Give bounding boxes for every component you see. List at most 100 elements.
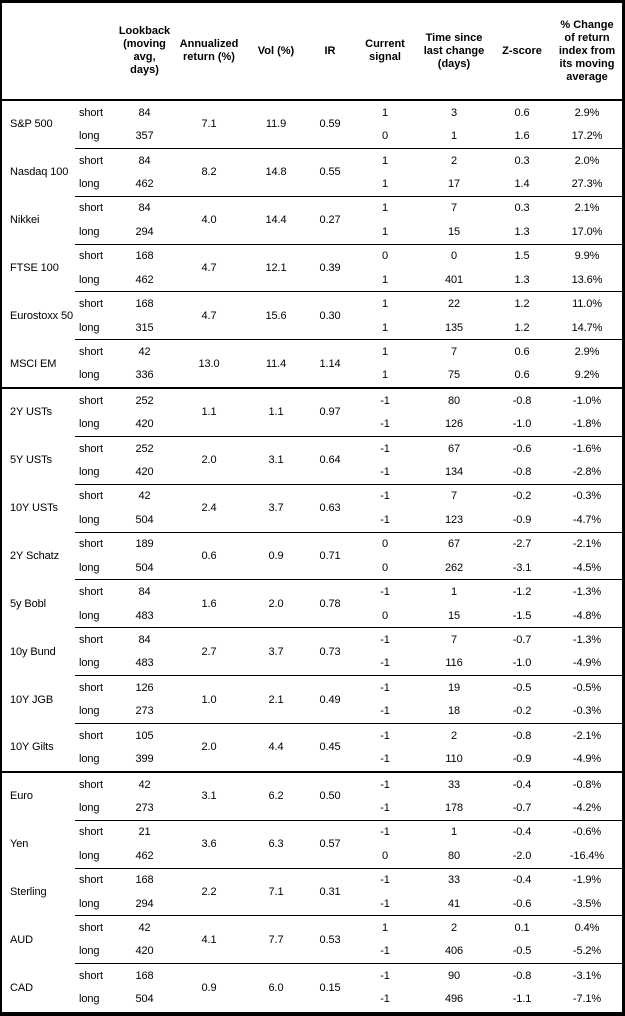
horizon-label: short <box>79 729 103 742</box>
horizon-label: long <box>79 705 100 718</box>
pct-change-value: 27.3% <box>571 177 603 190</box>
lookback-value: 273 <box>135 705 154 718</box>
signal-value: 1 <box>381 369 389 382</box>
time-since-value: 19 <box>447 681 461 694</box>
annualized-return-value: 3.1 <box>201 790 217 803</box>
vol-value: 12.1 <box>265 261 287 274</box>
vol-value: 15.6 <box>265 309 287 322</box>
time-since-value: 1 <box>450 586 458 599</box>
time-since-value: 135 <box>444 321 464 334</box>
group-divider <box>75 675 622 677</box>
instrument-group: S&P 500 7.1 11.9 0.59 short 84 1 3 0.6 2.9% long 35… <box>2 101 622 148</box>
signal-value: 1 <box>381 273 389 286</box>
col-header-z-score: Z-score <box>502 44 542 57</box>
time-since-value: 80 <box>447 394 461 407</box>
pct-change-value: -0.3% <box>572 490 602 503</box>
group-divider <box>75 963 622 965</box>
ir-value: 0.57 <box>319 838 341 851</box>
z-score-value: 1.4 <box>514 177 530 190</box>
annualized-return-value: 2.7 <box>201 645 217 658</box>
pct-change-value: 13.6% <box>571 273 603 286</box>
lookback-value: 252 <box>135 442 154 455</box>
horizon-label: short <box>79 345 103 358</box>
pct-change-value: -1.0% <box>572 394 602 407</box>
ir-value: 0.39 <box>319 261 341 274</box>
section-divider <box>2 387 622 390</box>
z-score-value: -0.9 <box>512 753 532 766</box>
pct-change-value: 2.1% <box>574 202 600 215</box>
ir-value: 0.63 <box>319 502 341 515</box>
col-header-vol: Vol (%) <box>257 44 295 57</box>
time-since-value: 2 <box>450 729 458 742</box>
signal-value: -1 <box>380 705 390 718</box>
signal-value: -1 <box>380 442 390 455</box>
horizon-label: short <box>79 202 103 215</box>
instrument-group: 2Y USTs 1.1 1.1 0.97 short 252 -1 80 -0.8 -1.0% lo… <box>2 389 622 436</box>
time-since-value: 80 <box>447 849 461 862</box>
group-divider <box>75 483 622 485</box>
signal-value: -1 <box>380 681 390 694</box>
signal-value: 0 <box>381 130 389 143</box>
vol-value: 11.9 <box>265 118 287 131</box>
instrument-group: FTSE 100 4.7 12.1 0.39 short 168 0 0 1.5 9.9% long… <box>2 245 622 292</box>
horizon-label: short <box>79 298 103 311</box>
time-since-value: 7 <box>450 633 458 646</box>
time-since-value: 1 <box>450 130 458 143</box>
horizon-label: short <box>79 826 103 839</box>
pct-change-value: -4.9% <box>572 657 602 670</box>
col-header-annualized-return: Annualized return (%) <box>179 38 239 63</box>
pct-change-value: -4.8% <box>572 609 602 622</box>
time-since-value: 496 <box>444 993 464 1006</box>
instrument-group: Sterling 2.2 7.1 0.31 short 168 -1 33 -0.4 -1.9% l… <box>2 869 622 916</box>
z-score-value: -0.9 <box>512 513 532 526</box>
lookback-value: 273 <box>135 801 154 814</box>
signal-value: 0 <box>381 250 389 263</box>
vol-value: 3.7 <box>268 645 284 658</box>
lookback-value: 84 <box>138 633 151 646</box>
time-since-value: 7 <box>450 345 458 358</box>
lookback-value: 462 <box>135 273 154 286</box>
lookback-value: 483 <box>135 609 154 622</box>
z-score-value: -0.7 <box>512 801 532 814</box>
col-header-lookback: Lookback (moving avg, days) <box>118 25 171 76</box>
z-score-value: -1.2 <box>512 586 532 599</box>
time-since-value: 2 <box>450 154 458 167</box>
instrument-name: Nikkei <box>10 214 40 227</box>
time-since-value: 3 <box>450 106 458 119</box>
pct-change-value: -2.1% <box>572 538 602 551</box>
signal-value: -1 <box>380 513 390 526</box>
horizon-label: long <box>79 609 100 622</box>
horizon-label: short <box>79 969 103 982</box>
horizon-label: long <box>79 225 100 238</box>
vol-value: 6.2 <box>268 790 284 803</box>
time-since-value: 116 <box>445 657 463 670</box>
z-score-value: 0.6 <box>514 369 530 382</box>
pct-change-value: -2.1% <box>572 729 602 742</box>
vol-value: 2.1 <box>268 693 284 706</box>
pct-change-value: 2.0% <box>574 154 600 167</box>
group-divider <box>75 243 622 245</box>
instrument-name: Sterling <box>10 885 47 898</box>
instrument-group: 5Y USTs 2.0 3.1 0.64 short 252 -1 67 -0.6 -1.6% lo… <box>2 437 622 484</box>
time-since-value: 7 <box>450 202 458 215</box>
time-since-value: 0 <box>450 250 458 263</box>
col-header-time-since: Time since last change (days) <box>423 31 485 70</box>
time-since-value: 18 <box>447 705 461 718</box>
horizon-label: long <box>79 993 100 1006</box>
instrument-name: FTSE 100 <box>10 261 59 274</box>
lookback-value: 84 <box>138 202 151 215</box>
horizon-label: long <box>79 273 100 286</box>
instrument-name: 10y Bund <box>10 645 56 658</box>
z-score-value: -0.6 <box>512 442 532 455</box>
ir-value: 0.73 <box>319 645 341 658</box>
pct-change-value: 0.4% <box>574 922 600 935</box>
instrument-group: AUD 4.1 7.7 0.53 short 42 1 2 0.1 0.4% long 420 -1 40… <box>2 916 622 963</box>
horizon-label: short <box>79 586 103 599</box>
signal-value: 1 <box>381 177 389 190</box>
time-since-value: 123 <box>444 513 464 526</box>
lookback-value: 420 <box>135 945 154 958</box>
vol-value: 7.7 <box>268 933 284 946</box>
group-divider <box>75 195 622 197</box>
ir-value: 0.50 <box>319 790 341 803</box>
horizon-label: long <box>79 849 100 862</box>
